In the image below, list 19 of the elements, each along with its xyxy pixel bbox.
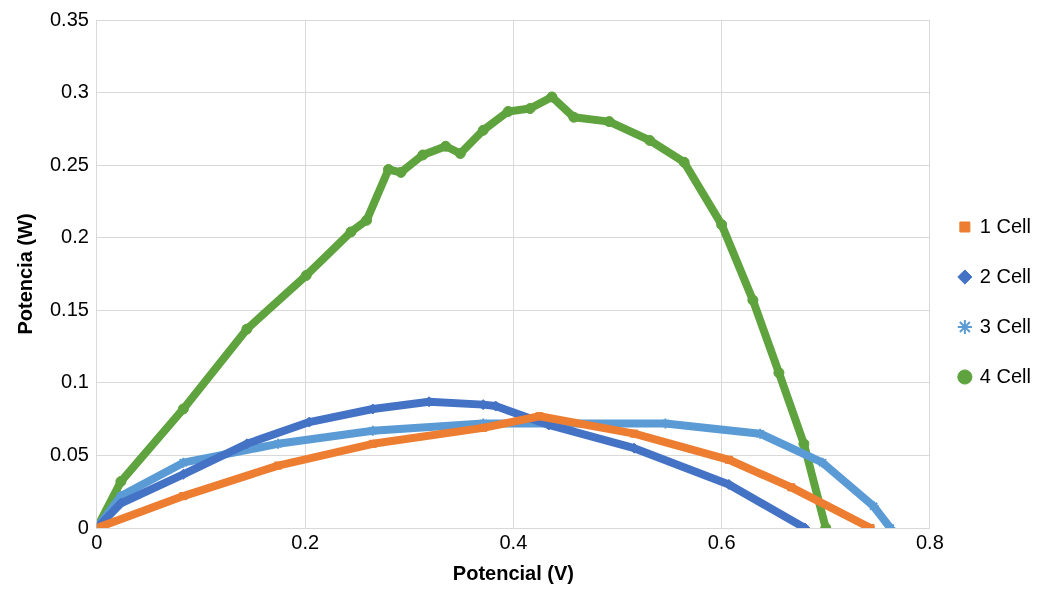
legend-label: 3 Cell [979,314,1032,337]
x-tick-label: 0.8 [915,530,944,553]
x-tick-label: 0.2 [291,530,320,553]
y-tick-label: 0.2 [61,225,89,248]
y-axis-title: Potencia (W) [13,213,36,335]
legend-label: 2 Cell [979,264,1032,287]
legend-label: 4 Cell [979,364,1032,387]
x-tick-label: 0.6 [707,530,736,553]
x-tick-label: 0 [91,530,103,553]
legend-label: 1 Cell [979,214,1032,237]
y-tick-label: 0.35 [49,7,89,30]
y-tick-label: 0.1 [61,370,89,393]
y-tick-label: 0.25 [49,152,89,175]
y-tick-label: 0.05 [49,442,89,465]
x-axis-title: Potencial (V) [452,561,574,584]
y-tick-label: 0.15 [49,297,89,320]
y-tick-label: 0 [77,515,89,538]
x-tick-label: 0.4 [499,530,528,553]
y-tick-label: 0.3 [61,80,89,103]
